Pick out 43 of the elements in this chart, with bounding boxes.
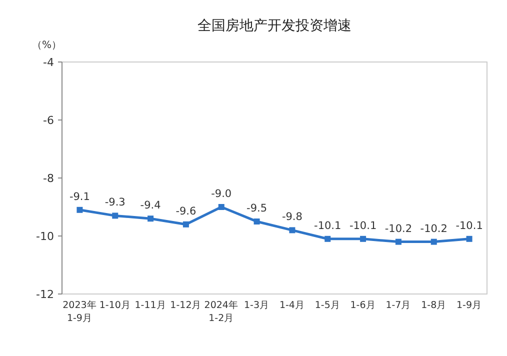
point [218,204,224,210]
data-label: -10.2 [420,222,448,235]
point [182,221,189,228]
data-label: -9.8 [282,211,302,224]
point [112,212,118,219]
x-tick-label: 1-6月 [350,300,376,311]
point [360,236,366,242]
x-tick-label: 1-3月 [244,300,270,311]
data-label: -10.2 [384,222,412,235]
data-label: -9.3 [104,196,126,209]
data-label: -10.1 [314,220,342,232]
x-tick-label: 1-8月 [421,300,447,311]
y-axis-title: （%） [32,40,62,51]
point [466,236,472,242]
data-label: -9.0 [211,188,232,200]
point [430,238,437,245]
y-tick-label: -12 [36,288,54,301]
point [324,236,331,242]
y-tick-label: -8 [43,172,54,185]
point [148,216,154,222]
x-tick-label: 2023年 1-9月 [62,299,97,324]
x-tick-label: 1-9月 [456,300,482,311]
data-label: -9.4 [140,200,162,212]
x-tick-label: 2024年 1-2月 [204,299,238,324]
point [254,218,260,224]
point [395,238,402,245]
y-tick-label: -4 [43,56,54,69]
y-tick-label: -10 [36,230,54,243]
data-label: -9.5 [246,202,268,214]
y-tick-label: -6 [43,114,54,127]
data-label: -10.1 [456,220,483,232]
data-label: -9.1 [69,190,90,203]
x-tick-label: 1-10月 [99,300,131,311]
data-label: -9.6 [176,205,197,218]
x-tick-label: 1-12月 [170,300,202,311]
x-tick-label: 1-5月 [314,300,340,311]
chart-title: 全国房地产开发投资增速 [198,18,352,34]
point [289,227,296,234]
point [76,206,83,213]
x-tick-label: 1-11月 [134,300,166,311]
x-tick-label: 1-7月 [386,300,412,311]
data-label: -10.1 [349,220,377,232]
x-tick-label: 1-4月 [279,300,305,311]
